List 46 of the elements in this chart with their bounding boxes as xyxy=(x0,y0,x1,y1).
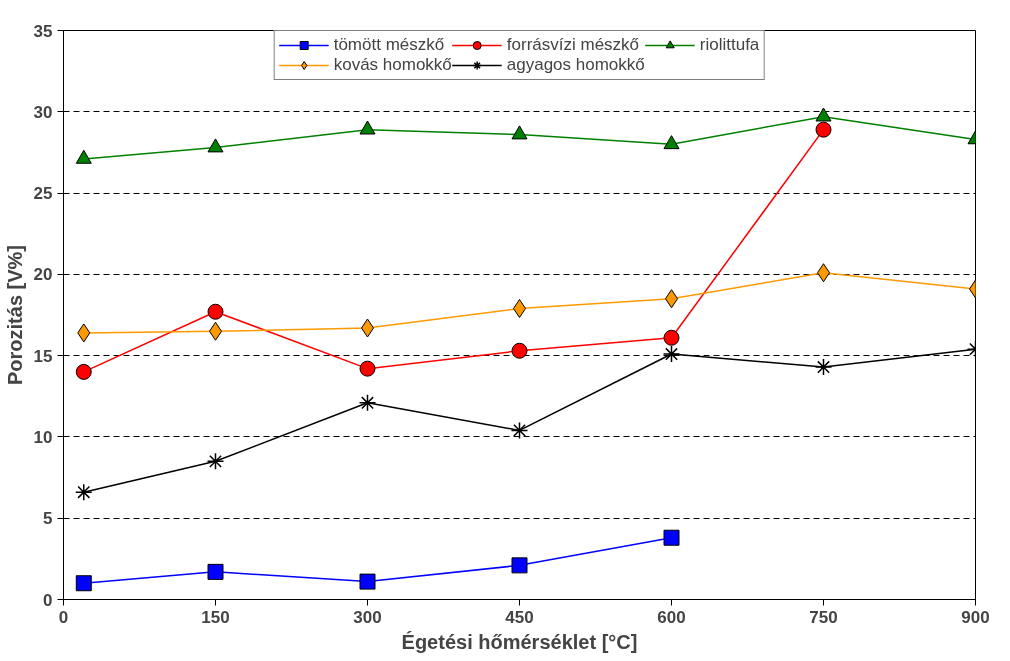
point xyxy=(663,135,680,150)
y-tick-label: 15 xyxy=(33,346,53,366)
legend-label: forrásvízi mészkő xyxy=(506,35,640,55)
legend-label: tömött mészkő xyxy=(333,35,445,55)
y-tick-label: 35 xyxy=(33,21,53,41)
y-tick-label: 5 xyxy=(43,509,53,529)
y-tick-label: 30 xyxy=(33,102,53,122)
x-tick-label: 450 xyxy=(505,607,534,627)
y-tick-label: 10 xyxy=(33,427,53,447)
point xyxy=(359,360,376,377)
point xyxy=(358,394,377,412)
point xyxy=(75,149,92,164)
point xyxy=(75,483,93,501)
point xyxy=(511,557,528,574)
legend-label: kovás homokkő xyxy=(333,55,452,75)
point xyxy=(663,529,680,546)
y-tick-label: 0 xyxy=(43,590,53,610)
legend-label: riolittufa xyxy=(699,35,760,55)
point xyxy=(511,125,528,140)
x-tick-label: 150 xyxy=(201,607,230,627)
point xyxy=(510,421,529,440)
point xyxy=(359,573,376,590)
y-axis-title: Porozitás [V%] xyxy=(3,244,26,386)
point xyxy=(814,358,833,376)
point xyxy=(359,120,376,135)
x-tick-label: 750 xyxy=(809,607,838,627)
point xyxy=(75,575,92,592)
y-tick-label: 20 xyxy=(33,265,53,285)
point xyxy=(662,345,681,363)
x-tick-label: 600 xyxy=(657,607,686,627)
x-tick-label: 900 xyxy=(961,607,990,627)
point xyxy=(206,452,225,471)
legend-label: agyagos homokkő xyxy=(506,55,645,75)
point xyxy=(207,563,224,580)
x-tick-label: 0 xyxy=(58,607,69,627)
point xyxy=(815,107,832,122)
point xyxy=(207,303,224,320)
point xyxy=(77,323,91,343)
point xyxy=(511,342,528,359)
point xyxy=(207,138,224,153)
point xyxy=(663,329,680,346)
x-tick-label: 300 xyxy=(353,607,382,627)
point xyxy=(815,121,832,138)
point xyxy=(75,363,92,380)
y-tick-label: 25 xyxy=(33,184,53,204)
x-axis-title: Égetési hőmérséklet [°C] xyxy=(401,630,638,653)
